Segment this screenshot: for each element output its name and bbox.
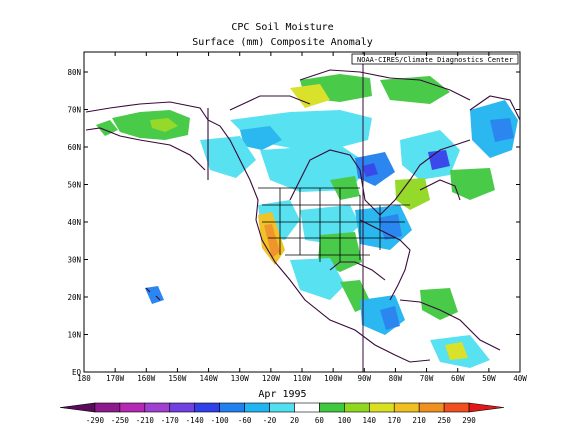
colorbar-swatch (368, 402, 395, 413)
lat-label: 20N (67, 293, 81, 302)
colorbar-label: 20 (290, 416, 300, 425)
lon-label: 170W (106, 374, 125, 383)
colorbar-swatch (59, 402, 96, 413)
state-borders (258, 187, 410, 262)
lon-label: 60W (451, 374, 465, 383)
colorbar-label: 250 (437, 416, 451, 425)
lat-label: 70N (67, 106, 81, 115)
colorbar-label: -60 (238, 416, 252, 425)
colorbar-label: -140 (186, 416, 205, 425)
colorbar-swatch (219, 402, 245, 413)
lon-label: 160W (137, 374, 156, 383)
anomaly-shading (96, 74, 518, 368)
lat-label: 40N (67, 218, 81, 227)
lat-label: 60N (67, 143, 81, 152)
date-label: Apr 1995 (258, 389, 307, 400)
colorbar-label: 140 (363, 416, 377, 425)
lon-label: 140W (200, 374, 219, 383)
colorbar-swatch (94, 402, 121, 413)
colorbar-label: 210 (412, 416, 426, 425)
colorbar-swatch (244, 402, 270, 413)
lon-label: 120W (262, 374, 281, 383)
colorbar-label: -290 (86, 416, 105, 425)
colorbar-label: 290 (462, 416, 476, 425)
lon-label: 80W (389, 374, 403, 383)
colorbar-label: -170 (161, 416, 180, 425)
colorbar-swatch (119, 402, 146, 413)
colorbar-swatch (393, 402, 420, 413)
lat-label: 30N (67, 256, 81, 265)
colorbar-swatch (468, 402, 505, 413)
colorbar-label: 170 (387, 416, 401, 425)
credit-box (351, 53, 519, 65)
lon-label: 180 (77, 374, 91, 383)
colorbar-swatch (418, 402, 445, 413)
lon-label: 110W (293, 374, 312, 383)
lon-label: 90W (358, 374, 372, 383)
map-subtitle: Surface (mm) Composite Anomaly (192, 37, 373, 48)
colorbar-swatch (194, 402, 220, 413)
map-title: CPC Soil Moisture (231, 22, 334, 33)
colorbar-label: -250 (111, 416, 130, 425)
colorbar-label: -100 (211, 416, 230, 425)
colorbar-label: 100 (338, 416, 352, 425)
lon-label: 100W (324, 374, 343, 383)
lon-label: 130W (231, 374, 250, 383)
colorbar-swatch (443, 402, 470, 413)
colorbar: -290 -250 -210 -170 -140 -100 -60 -20 20 60 100 140… (59, 402, 505, 425)
coastlines (85, 69, 521, 363)
lat-label: 10N (67, 331, 81, 340)
colorbar-label: 60 (315, 416, 325, 425)
colorbar-label: -210 (136, 416, 155, 425)
lat-label: 50N (67, 181, 81, 190)
credit-text: NOAA-CIRES/Climate Diagnostics Center (357, 56, 513, 64)
lon-axis: 180 170W 160W 150W 140W 130W 120W 110W 100W 90W 80… (77, 52, 527, 383)
lon-label: 50W (482, 374, 496, 383)
colorbar-swatch (269, 402, 295, 413)
lat-label: 80N (67, 68, 81, 77)
lat-label: EQ (72, 368, 82, 377)
colorbar-swatch (294, 402, 320, 413)
colorbar-label: -20 (263, 416, 277, 425)
lon-label: 150W (168, 374, 187, 383)
colorbar-swatch (169, 402, 196, 413)
colorbar-swatch (319, 402, 345, 413)
lat-axis: 80N 70N 60N 50N 40N 30N 20N 10N EQ (67, 68, 520, 377)
colorbar-swatch (344, 402, 370, 413)
lon-label: 70W (420, 374, 434, 383)
lon-label: 40W (513, 374, 527, 383)
colorbar-swatch (144, 402, 171, 413)
